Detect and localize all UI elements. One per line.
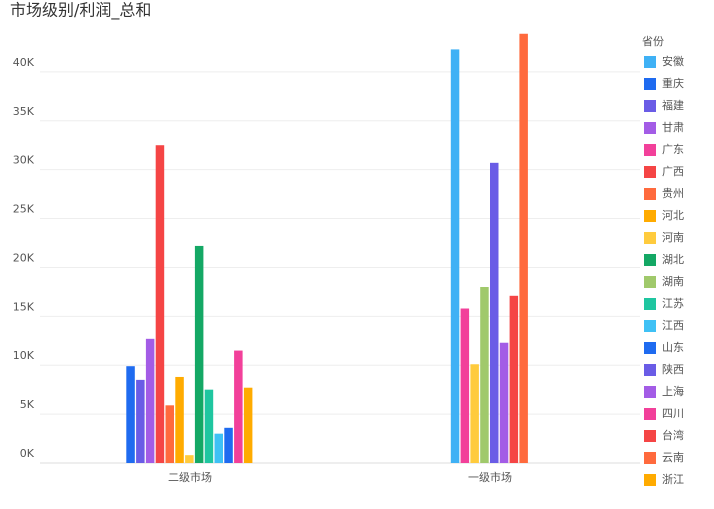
y-tick-label: 0K [20, 447, 35, 460]
bar [243, 387, 253, 463]
legend-swatch [644, 78, 656, 90]
legend-label[interactable]: 河南 [662, 231, 684, 244]
bar [136, 379, 145, 463]
legend-swatch [644, 408, 656, 420]
bar [165, 405, 174, 463]
legend-swatch [644, 276, 656, 288]
legend-label[interactable]: 安徽 [662, 54, 684, 68]
legend-swatch [644, 166, 656, 178]
legend-label[interactable]: 福建 [662, 98, 684, 112]
bar [126, 366, 135, 463]
bar [234, 350, 243, 463]
legend-swatch [644, 144, 656, 156]
legend-swatch [644, 474, 656, 486]
legend-title: 省份 [642, 35, 664, 48]
legend-swatch [644, 386, 656, 398]
legend-swatch [644, 430, 656, 442]
bar [185, 455, 194, 463]
legend-swatch [644, 56, 656, 68]
bar [214, 433, 223, 463]
bar [194, 245, 204, 463]
legend-label[interactable]: 广东 [662, 143, 684, 156]
bar [224, 427, 233, 463]
legend-swatch [644, 210, 656, 222]
y-tick-label: 5K [20, 398, 35, 411]
bar [175, 376, 184, 463]
legend-label[interactable]: 山东 [662, 341, 684, 354]
legend-label[interactable]: 贵州 [662, 187, 684, 200]
legend-label[interactable]: 云南 [662, 451, 684, 464]
y-tick-label: 40K [13, 56, 35, 69]
bar [145, 338, 155, 463]
legend-swatch [644, 320, 656, 332]
legend-swatch [644, 364, 656, 376]
y-tick-label: 10K [13, 349, 35, 362]
legend-swatch [644, 188, 656, 200]
legend-label[interactable]: 四川 [662, 407, 684, 420]
x-tick-label: 一级市场 [468, 470, 512, 484]
bar [470, 364, 479, 463]
y-tick-label: 35K [13, 105, 35, 118]
bar [460, 308, 470, 463]
legend-label[interactable]: 江苏 [662, 297, 684, 310]
legend-label[interactable]: 台湾 [662, 428, 684, 442]
legend-swatch [644, 254, 656, 266]
legend-swatch [644, 452, 656, 464]
y-tick-label: 30K [13, 154, 35, 167]
y-tick-label: 20K [13, 251, 35, 264]
bar [499, 342, 509, 463]
legend-swatch [644, 122, 656, 134]
y-tick-label: 25K [13, 203, 35, 216]
bar [480, 287, 489, 463]
legend-swatch [644, 298, 656, 310]
legend-label[interactable]: 广西 [662, 165, 684, 178]
chart-title: 市场级别/利润_总和 [10, 1, 151, 21]
bar [450, 49, 460, 464]
bar [204, 389, 214, 463]
legend-label[interactable]: 重庆 [662, 76, 684, 90]
legend-label[interactable]: 湖南 [662, 275, 684, 288]
legend-label[interactable]: 陕西 [662, 362, 684, 376]
bar [155, 145, 165, 463]
legend-label[interactable]: 浙江 [662, 473, 684, 486]
bar [509, 295, 519, 463]
legend-swatch [644, 342, 656, 354]
bar [490, 162, 499, 464]
legend-swatch [644, 100, 656, 112]
legend-swatch [644, 232, 656, 244]
y-tick-label: 15K [13, 300, 35, 313]
legend-label[interactable]: 江西 [662, 319, 684, 332]
legend-label[interactable]: 甘肃 [662, 121, 684, 134]
legend-label[interactable]: 上海 [662, 384, 684, 398]
bar [519, 33, 528, 463]
legend-label[interactable]: 河北 [662, 209, 684, 222]
x-tick-label: 二级市场 [168, 470, 212, 484]
legend-label[interactable]: 湖北 [662, 253, 684, 266]
